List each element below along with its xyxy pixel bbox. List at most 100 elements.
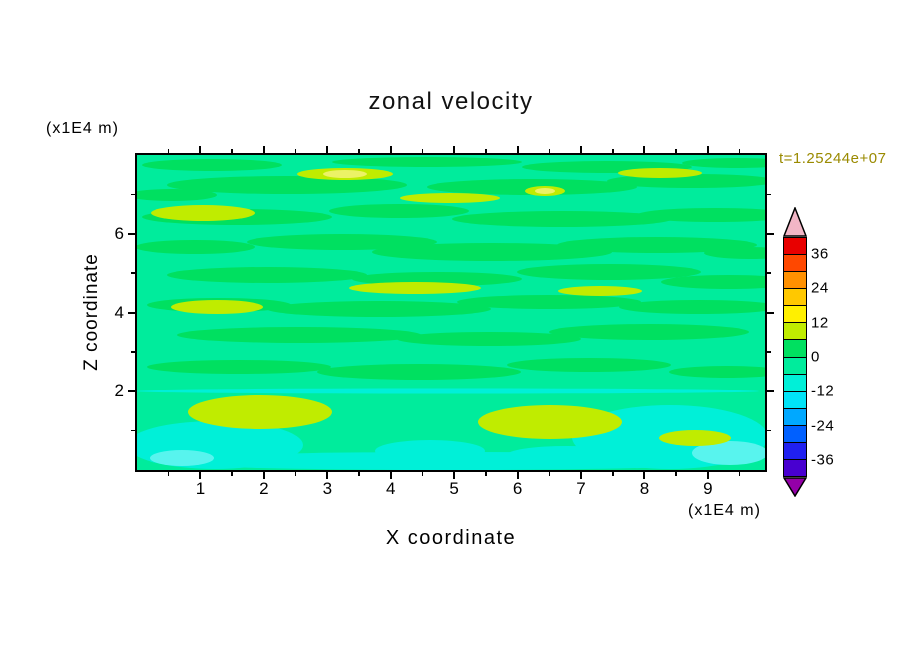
axis-tick	[580, 472, 583, 479]
contour-blob	[669, 366, 765, 378]
colorbar-label: 24	[811, 279, 829, 297]
contour-blob	[452, 211, 672, 227]
axis-tick	[389, 472, 392, 479]
contour-blob	[478, 405, 622, 439]
colorbar-band	[784, 442, 806, 461]
contour-blob	[375, 440, 485, 462]
colorbar-label: 36	[811, 245, 829, 263]
contour-blob	[659, 430, 731, 446]
contour-blob	[267, 301, 491, 317]
colorbar-label: -12	[811, 382, 835, 400]
contour-blob	[618, 168, 702, 178]
axis-tick	[389, 146, 392, 153]
contour-blob	[137, 388, 759, 394]
colorbar-band	[784, 391, 806, 409]
axis-tick	[294, 149, 297, 153]
y-axis-units: (x1E4 m)	[46, 120, 119, 137]
axis-tick	[767, 351, 771, 353]
x-tick-label: 2	[259, 479, 269, 498]
contour-blob	[332, 157, 522, 167]
y-tick-label: 2	[114, 381, 124, 401]
contour-blob	[557, 237, 757, 253]
contour-blob	[150, 450, 214, 466]
contour-blob	[400, 193, 500, 203]
contour-blob	[147, 360, 331, 374]
colorbar-band	[784, 425, 806, 443]
axis-tick	[453, 146, 456, 153]
contour-blob	[142, 159, 282, 171]
contour-blob	[558, 286, 642, 296]
axis-tick	[128, 390, 135, 393]
x-tick-label: 9	[703, 479, 713, 498]
axis-tick	[548, 472, 551, 476]
contour-blob	[167, 176, 407, 194]
colorbar	[783, 207, 807, 497]
colorbar-top-arrow-icon	[783, 207, 807, 237]
axis-tick	[738, 149, 741, 153]
contour-blob	[317, 364, 521, 380]
colorbar-band	[784, 238, 806, 256]
colorbar-bottom-arrow-icon	[783, 477, 807, 497]
axis-tick	[453, 472, 456, 479]
axis-tick	[131, 429, 135, 432]
contour-blob	[549, 324, 749, 340]
plot-title: zonal velocity	[368, 88, 534, 115]
x-axis-label: X coordinate	[385, 527, 517, 549]
colorbar-band	[784, 408, 806, 426]
axis-tick	[131, 193, 135, 196]
axis-tick	[767, 272, 771, 274]
x-tick-label: 7	[576, 479, 586, 498]
timestamp-annotation: t=1.25244e+07	[779, 150, 887, 167]
x-tick-label: 5	[449, 479, 459, 498]
axis-tick	[548, 149, 551, 153]
axis-tick	[199, 146, 202, 153]
axis-tick	[706, 472, 709, 479]
x-tick-label: 3	[322, 479, 333, 498]
x-axis-units: (x1E4 m)	[688, 502, 761, 519]
axis-tick	[326, 472, 329, 479]
axis-tick	[199, 472, 202, 479]
contour-blob	[427, 179, 637, 195]
axis-tick	[580, 146, 583, 153]
contour-blob	[507, 446, 627, 464]
colorbar-label: 12	[811, 314, 829, 332]
x-tick-label: 4	[386, 479, 396, 498]
axis-tick	[612, 472, 614, 476]
axis-tick	[612, 149, 614, 153]
contour-blob	[619, 300, 765, 314]
axis-tick	[167, 472, 170, 476]
axis-tick	[516, 472, 519, 479]
y-tick-label: 4	[114, 302, 124, 322]
axis-tick	[131, 351, 135, 353]
contour-blob	[137, 240, 255, 254]
contour-blob	[171, 300, 263, 314]
axis-tick	[358, 149, 360, 153]
plot-area	[135, 153, 767, 472]
colorbar-band	[784, 340, 806, 358]
contour-blob	[517, 264, 701, 280]
axis-tick	[131, 272, 135, 274]
axis-tick	[767, 390, 774, 393]
colorbar-label: -24	[811, 417, 835, 435]
colorbar-band	[784, 306, 806, 324]
colorbar-bands	[783, 237, 807, 477]
x-tick-label: 6	[512, 479, 523, 498]
contour-blob	[692, 441, 765, 465]
contour-blob	[457, 295, 641, 309]
axis-tick	[421, 472, 424, 476]
contour-blob	[137, 189, 217, 201]
contour-blob	[329, 204, 469, 218]
contour-blob	[372, 243, 612, 261]
x-tick-label: 1	[195, 479, 206, 498]
axis-tick	[738, 472, 741, 476]
axis-tick	[675, 472, 677, 476]
contour-blob	[661, 275, 765, 289]
contour-blob	[535, 188, 555, 194]
contour-blob	[188, 395, 332, 429]
axis-tick	[643, 472, 646, 479]
colorbar-band	[784, 374, 806, 392]
contour-blob	[167, 267, 367, 283]
contour-blob	[397, 332, 581, 346]
axis-tick	[294, 472, 297, 476]
